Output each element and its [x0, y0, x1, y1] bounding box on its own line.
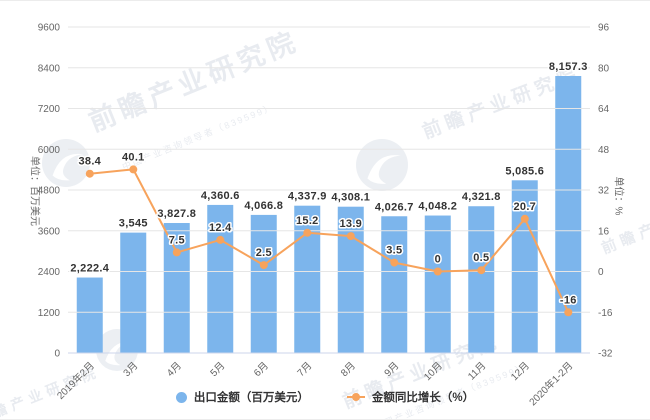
line-point — [172, 248, 181, 257]
line-value-label: 3.5 — [386, 245, 402, 257]
bar — [120, 232, 147, 353]
data-labels: 2,222.4 3,545 3,827.8 4,360.6 4,066.8 4,337.9… — [69, 60, 589, 308]
line-point — [346, 232, 355, 241]
left-axis-tick-label: 9600 — [38, 23, 61, 34]
right-axis-tick-label: 32 — [598, 186, 610, 197]
line-point — [216, 235, 225, 244]
bar-value-label: 2,222.4 — [70, 263, 109, 275]
line-value-label: 0.5 — [473, 252, 489, 264]
x-axis-label: 5月 — [208, 360, 227, 379]
right-axis-tick-label: 0 — [598, 267, 604, 278]
right-axis-tick-label: 48 — [598, 145, 610, 156]
line-value-label: 38.4 — [78, 156, 101, 168]
line-series-legend-marker-icon — [346, 393, 365, 401]
bar — [511, 180, 538, 353]
bar-series-legend-marker-icon — [175, 391, 187, 403]
x-axis-label: 12月 — [508, 360, 531, 383]
x-axis-label: 8月 — [338, 360, 357, 379]
bar-value-label: 4,026.7 — [375, 201, 414, 213]
bar-value-label: 8,157.3 — [549, 61, 588, 73]
x-axis-label: 11月 — [466, 360, 489, 383]
line-value-label: 7.5 — [169, 234, 185, 246]
line-point — [259, 261, 268, 270]
line-value-label: 15.2 — [296, 215, 319, 227]
right-axis-title: 单位：% — [612, 176, 624, 216]
bar — [424, 215, 451, 353]
legend-label-growth-rate: 金额同比增长（%） — [371, 392, 475, 404]
x-axis-label: 4月 — [164, 360, 183, 379]
x-axis-label: 6月 — [251, 360, 270, 379]
bar-value-label: 4,308.1 — [331, 192, 370, 204]
gridlines — [68, 26, 590, 354]
left-axis-tick-label: 8400 — [38, 63, 61, 74]
line-value-label: 12.4 — [209, 222, 232, 234]
bar-value-label: 5,085.6 — [505, 165, 544, 177]
bar — [207, 204, 234, 353]
line-value-label: 2.5 — [256, 247, 272, 259]
bar — [468, 206, 495, 353]
left-axis-tick-label: 7200 — [38, 104, 61, 115]
bar-value-label: 4,360.6 — [201, 190, 240, 202]
line-value-label: 0 — [435, 254, 441, 266]
left-axis-tick-label: 4800 — [38, 186, 61, 197]
line-point — [390, 258, 399, 267]
bar-value-label: 3,827.8 — [157, 208, 196, 220]
bar-value-label: 4,337.9 — [288, 191, 327, 203]
bar-value-label: 3,545 — [119, 218, 148, 230]
bar — [250, 214, 277, 353]
line-value-label: 20.7 — [513, 201, 536, 213]
line-point — [564, 308, 573, 317]
right-axis-tick-label: 96 — [598, 23, 610, 34]
left-axis-tick-label: 1200 — [38, 308, 61, 319]
bar-value-label: 4,321.8 — [462, 191, 501, 203]
line-point — [303, 228, 312, 237]
bar — [555, 75, 582, 354]
right-axis-tick-label: 80 — [598, 63, 610, 74]
bar — [76, 277, 103, 353]
line-point — [129, 165, 138, 174]
left-axis-tick-label: 6000 — [38, 145, 61, 156]
line-point — [520, 214, 529, 223]
legend-item-growth-rate[interactable]: 金额同比增长（%） — [346, 389, 475, 405]
line-point — [477, 266, 486, 275]
legend-label-export-amount: 出口金额（百万美元） — [193, 392, 309, 404]
bar — [163, 223, 190, 353]
left-axis-tick-label: 3600 — [38, 226, 61, 237]
line-series — [85, 165, 573, 317]
bar-series — [76, 75, 582, 354]
line-point — [85, 169, 94, 178]
legend-item-export-amount[interactable]: 出口金额（百万美元） — [175, 389, 309, 405]
right-axis-tick-label: 64 — [598, 104, 610, 115]
line-value-label: -16 — [560, 294, 577, 306]
bar — [381, 216, 408, 353]
right-axis-tick-label: 16 — [598, 226, 610, 237]
line-value-label: 40.1 — [122, 151, 145, 163]
line-point — [433, 267, 442, 276]
x-axis-label: 3月 — [121, 360, 140, 379]
left-axis-title: 单位：百万美元 — [28, 156, 40, 226]
right-axis-tick-label: -16 — [598, 308, 613, 319]
line-value-label: 13.9 — [339, 218, 362, 230]
x-axis-label: 10月 — [421, 360, 444, 383]
left-axis-tick-label: 0 — [54, 349, 60, 360]
x-axis-label: 7月 — [295, 360, 314, 379]
x-axis-label: 9月 — [382, 360, 401, 379]
left-axis-tick-label: 2400 — [38, 267, 61, 278]
bar-value-label: 4,066.8 — [244, 200, 283, 212]
bar-value-label: 4,048.2 — [418, 201, 457, 213]
growth-line — [89, 168, 570, 313]
legend: 出口金额（百万美元） 金额同比增长（%） — [0, 389, 650, 405]
bar — [294, 205, 321, 353]
right-axis-tick-label: -32 — [598, 349, 613, 360]
